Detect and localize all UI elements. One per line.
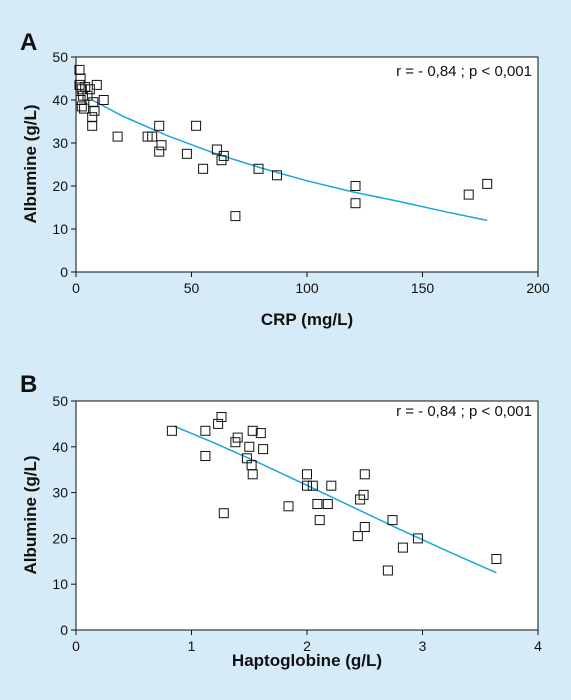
data-point-a [91, 79, 102, 90]
data-point-b [491, 554, 502, 564]
data-point-b [258, 444, 269, 455]
correlation-annotation-a: r = - 0,84 ; p < 0,001 [396, 63, 532, 80]
y-axis-title-b: Albumine (g/L) [21, 456, 40, 575]
data-point-a [154, 146, 165, 157]
data-point-a [79, 103, 90, 114]
chart-panel-b: B r = - 0,84 ; p < 0,001 Haptoglobine (g… [20, 371, 542, 670]
data-point-a [191, 120, 202, 131]
y-tick-label: 30 [52, 485, 68, 501]
x-tick-label: 0 [72, 280, 80, 296]
data-point-b [358, 489, 369, 500]
plot-area-a [75, 56, 539, 273]
y-tick-label: 50 [52, 393, 68, 409]
y-tick-label: 20 [52, 530, 68, 546]
data-points-a [74, 64, 493, 222]
data-point-a [156, 140, 167, 151]
data-point-b [200, 451, 211, 461]
y-tick-label: 30 [52, 135, 68, 151]
panel-letter-a: A [20, 29, 37, 56]
data-point-b [314, 515, 325, 526]
data-point-a [82, 90, 93, 101]
data-point-b [412, 533, 423, 544]
plot-area-b [75, 400, 539, 631]
data-point-a [112, 131, 123, 142]
y-tick-label: 20 [52, 178, 68, 194]
data-point-a [350, 198, 361, 209]
data-point-b [359, 522, 370, 532]
data-point-b [307, 480, 318, 491]
data-point-b [244, 441, 255, 452]
x-tick-label: 2 [303, 638, 311, 654]
y-tick-label: 10 [52, 576, 68, 592]
x-axis-title-b: Haptoglobine (g/L) [232, 651, 382, 670]
x-tick-label: 150 [411, 280, 435, 296]
data-point-a [350, 181, 361, 191]
y-tick-label: 50 [52, 49, 68, 65]
data-point-b [302, 480, 312, 491]
data-point-b [326, 480, 337, 491]
data-point-a [272, 170, 282, 181]
data-point-b [387, 515, 398, 526]
fit-curve-a [91, 99, 488, 222]
data-point-b [283, 501, 294, 512]
data-point-b [166, 425, 177, 436]
chart-panel-a: A r = - 0,84 ; p < 0,001 CRP (mg/L) Albu… [20, 29, 550, 329]
x-tick-label: 4 [534, 638, 542, 654]
y-tick-label: 0 [60, 622, 68, 638]
data-point-b [352, 531, 363, 542]
data-point-a [154, 120, 165, 131]
data-point-b [247, 425, 258, 436]
data-point-a [147, 131, 158, 142]
panel-letter-b: B [20, 371, 37, 398]
correlation-annotation-b: r = - 0,84 ; p < 0,001 [396, 403, 532, 420]
data-point-b [247, 469, 258, 480]
fit-curve-b [173, 425, 497, 574]
data-point-b [302, 469, 312, 480]
data-point-a [198, 163, 209, 174]
x-axis-title-a: CRP (mg/L) [261, 310, 353, 329]
data-point-a [98, 95, 109, 105]
data-point-b [382, 565, 393, 576]
data-point-a [211, 144, 222, 155]
x-tick-label: 100 [295, 280, 319, 296]
data-point-a [76, 101, 87, 112]
data-point-b [213, 418, 224, 429]
data-point-b [216, 412, 227, 422]
data-point-b [200, 425, 211, 436]
data-point-a [218, 150, 229, 161]
y-tick-label: 40 [52, 92, 68, 108]
data-point-a [87, 120, 98, 131]
data-point-a [181, 148, 192, 159]
data-point-b [232, 432, 243, 443]
axis-ticks-a: 0 50 100 150 200 0 10 20 30 40 50 [52, 49, 549, 296]
data-point-a [482, 178, 493, 189]
data-point-a [89, 105, 100, 116]
x-tick-label: 1 [188, 638, 196, 654]
data-point-a [253, 163, 264, 174]
data-point-b [359, 469, 370, 480]
x-tick-label: 200 [526, 280, 550, 296]
data-point-b [312, 499, 323, 509]
y-axis-title-a: Albumine (g/L) [21, 105, 40, 224]
data-point-b [218, 508, 229, 519]
y-tick-label: 40 [52, 439, 68, 455]
x-tick-label: 3 [419, 638, 427, 654]
x-tick-label: 0 [72, 638, 80, 654]
data-point-b [322, 499, 333, 509]
x-tick-label: 50 [184, 280, 200, 296]
data-points-b [166, 412, 502, 576]
y-tick-label: 0 [60, 264, 68, 280]
data-point-a [76, 84, 87, 95]
data-point-a [230, 211, 241, 222]
data-point-b [397, 542, 408, 553]
y-tick-label: 10 [52, 221, 68, 237]
data-point-a [463, 189, 474, 200]
data-point-b [255, 428, 266, 439]
